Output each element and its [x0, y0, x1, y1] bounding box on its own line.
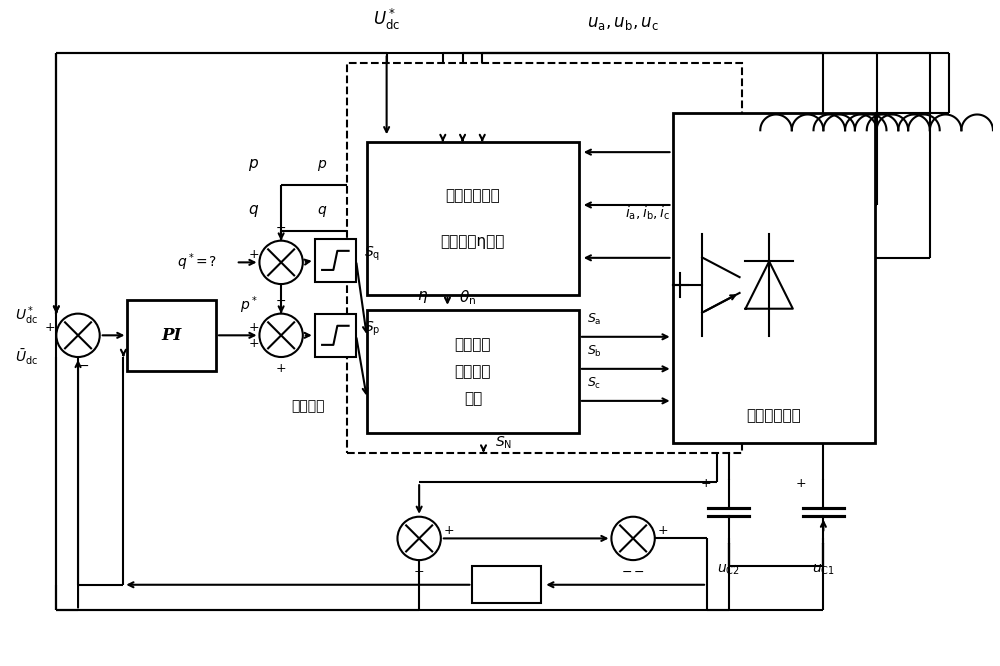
- Text: 系统参数: 系统参数: [291, 400, 325, 414]
- Text: −: −: [79, 360, 89, 374]
- Circle shape: [56, 314, 100, 357]
- Text: $U_{\rm dc}^*$: $U_{\rm dc}^*$: [373, 7, 400, 32]
- Text: −: −: [276, 222, 286, 235]
- Text: $q$: $q$: [317, 204, 328, 219]
- Text: $p$: $p$: [317, 158, 328, 173]
- Text: $\bar{U}_{\rm dc}$: $\bar{U}_{\rm dc}$: [15, 348, 38, 366]
- Text: +: +: [443, 524, 454, 537]
- Text: +: +: [248, 248, 259, 261]
- Text: $S_{\rm c}$: $S_{\rm c}$: [587, 376, 601, 391]
- Circle shape: [259, 240, 303, 284]
- Text: 瞬时功率、扇: 瞬时功率、扇: [446, 188, 500, 203]
- Text: $S_{\rm a}$: $S_{\rm a}$: [587, 312, 601, 327]
- Circle shape: [611, 517, 655, 560]
- Text: +: +: [276, 362, 286, 376]
- Bar: [315, 314, 356, 357]
- Text: $S_{\rm b}$: $S_{\rm b}$: [587, 344, 602, 359]
- Text: +: +: [45, 321, 56, 334]
- Text: $\theta_{\rm n}$: $\theta_{\rm n}$: [459, 288, 476, 307]
- Text: +: +: [414, 565, 424, 579]
- Text: $u_{\rm C2}$: $u_{\rm C2}$: [717, 563, 740, 577]
- Text: −: −: [634, 565, 644, 579]
- Text: +: +: [657, 524, 668, 537]
- Bar: [472, 566, 541, 603]
- Text: $\eta$: $\eta$: [417, 289, 428, 306]
- Text: 矢量: 矢量: [464, 391, 482, 406]
- Text: 区、参数η求解: 区、参数η求解: [441, 234, 505, 249]
- Bar: [673, 113, 875, 443]
- Text: 三电平变流器: 三电平变流器: [746, 408, 801, 423]
- Text: PI: PI: [162, 327, 182, 344]
- Text: $i_{\rm a},i_{\rm b},i_{\rm c}$: $i_{\rm a},i_{\rm b},i_{\rm c}$: [625, 204, 671, 222]
- Bar: [367, 310, 579, 433]
- Text: $q^*\!=\!?$: $q^*\!=\!?$: [177, 252, 216, 273]
- Circle shape: [259, 314, 303, 357]
- Text: $q$: $q$: [248, 203, 259, 219]
- Bar: [367, 142, 579, 295]
- Text: $S_{\rm q}$: $S_{\rm q}$: [364, 244, 380, 263]
- Text: +: +: [248, 337, 259, 350]
- Bar: [347, 63, 742, 453]
- Text: $S_{\rm N}$: $S_{\rm N}$: [495, 435, 512, 451]
- Bar: [127, 300, 216, 371]
- Text: $U_{\rm dc}^*$: $U_{\rm dc}^*$: [15, 304, 38, 327]
- Text: −: −: [276, 295, 286, 308]
- Text: $u_{\rm C1}$: $u_{\rm C1}$: [812, 563, 835, 577]
- Text: −: −: [622, 565, 632, 579]
- Text: $u_{\rm a},u_{\rm b},u_{\rm c}$: $u_{\rm a},u_{\rm b},u_{\rm c}$: [587, 15, 659, 32]
- Text: $S_{\rm p}$: $S_{\rm p}$: [364, 320, 380, 338]
- Text: 选择合适: 选择合适: [455, 364, 491, 379]
- Text: $p$: $p$: [248, 157, 259, 173]
- Text: $p^*$: $p^*$: [240, 294, 258, 316]
- Text: +: +: [701, 477, 712, 490]
- Text: +: +: [248, 321, 259, 334]
- Text: 根据条件: 根据条件: [455, 337, 491, 352]
- Bar: [315, 238, 356, 282]
- Text: +: +: [796, 477, 806, 490]
- Circle shape: [397, 517, 441, 560]
